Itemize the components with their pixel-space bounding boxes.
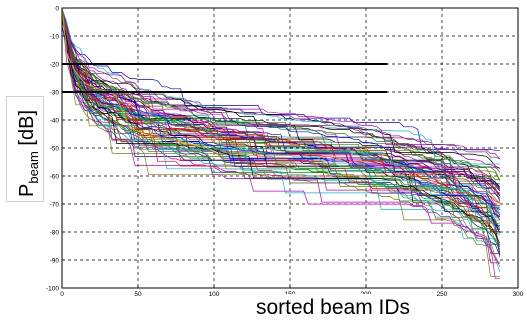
beam-curve: [61, 23, 501, 182]
beam-curve: [61, 8, 501, 202]
beam-curve: [61, 7, 500, 180]
beam-curve: [61, 7, 500, 165]
y-tick-label: -40: [50, 118, 60, 125]
y-tick-label: -50: [50, 146, 60, 153]
beam-curve: [61, 9, 501, 234]
y-tick-label: -30: [50, 90, 60, 97]
beam-curve: [61, 7, 500, 217]
y-tick-label: -80: [50, 230, 60, 237]
x-tick-label: 100: [209, 291, 220, 298]
beam-curve: [61, 10, 501, 267]
beam-curve: [61, 7, 501, 195]
y-axis-label-sub: beam: [26, 151, 41, 184]
beam-curve: [61, 9, 501, 234]
x-tick-label: 300: [513, 291, 524, 298]
y-axis-label-box: Pbeam [dB]: [6, 96, 44, 202]
x-tick-label: 250: [437, 291, 448, 298]
x-axis-label-box: sorted beam IDs: [237, 294, 429, 328]
y-axis-label-unit: [dB]: [16, 110, 38, 151]
x-tick-label: 50: [134, 291, 142, 298]
y-tick-label: -70: [50, 202, 60, 209]
beam-curve: [61, 10, 500, 218]
beam-curve: [61, 10, 501, 250]
threshold-lines: [62, 63, 388, 93]
beam-curve: [61, 7, 501, 214]
beam-curve: [61, 11, 500, 264]
beam-curve: [61, 11, 500, 233]
beam-curve: [61, 9, 500, 169]
beam-curve: [61, 11, 501, 160]
beam-curve: [61, 19, 501, 244]
x-tick-label: 0: [60, 291, 64, 298]
y-tick-label: -20: [50, 62, 60, 69]
beam-curve: [61, 7, 500, 279]
beam-curve: [61, 11, 500, 204]
beam-curve: [61, 11, 501, 190]
y-tick-label: -100: [46, 286, 59, 293]
series-group: [61, 7, 501, 279]
beam-curve: [61, 7, 501, 264]
x-axis-label: sorted beam IDs: [255, 296, 411, 319]
y-axis-label-main: P: [16, 184, 38, 197]
beam-curve: [61, 10, 501, 200]
y-axis-ticks: 0 -10 -20 -30 -40 -50 -60 -70 -80 -90 -100: [46, 6, 65, 293]
beam-curve: [61, 8, 500, 169]
y-axis-label: Pbeam [dB]: [16, 110, 41, 197]
beam-curve: [61, 7, 501, 189]
highlighted-curve: [61, 7, 221, 157]
y-tick-label: -10: [50, 34, 60, 41]
beam-curve: [61, 7, 500, 226]
beam-curve: [61, 7, 500, 225]
y-tick-label: 0: [55, 6, 59, 13]
y-tick-label: -90: [50, 258, 60, 265]
beam-curve: [61, 7, 501, 192]
y-tick-label: -60: [50, 174, 60, 181]
beam-curve: [61, 10, 501, 221]
beam-curve: [61, 7, 501, 272]
